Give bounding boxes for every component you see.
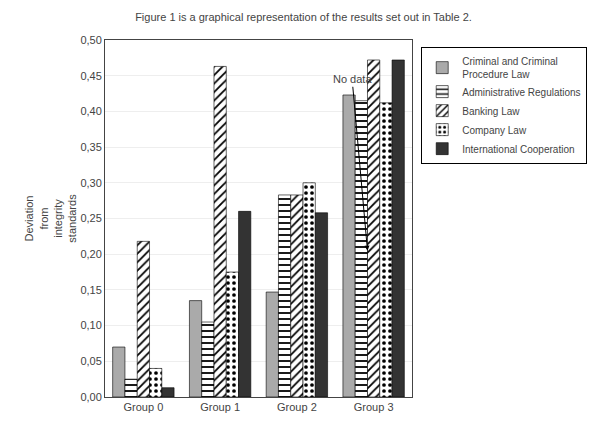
svg-text:0,25: 0,25 [80, 212, 101, 224]
svg-text:Group 1: Group 1 [200, 401, 240, 413]
svg-text:0,30: 0,30 [80, 177, 101, 189]
svg-text:Group 3: Group 3 [354, 401, 394, 413]
svg-text:No data: No data [333, 73, 372, 85]
svg-text:0,05: 0,05 [80, 355, 101, 367]
svg-text:Criminal and CriminalProcedure: Criminal and CriminalProcedure Law [462, 56, 558, 80]
svg-text:0,00: 0,00 [80, 391, 101, 403]
svg-text:Group 0: Group 0 [124, 401, 164, 413]
svg-text:0,40: 0,40 [80, 105, 101, 117]
svg-text:Banking Law: Banking Law [462, 106, 520, 117]
svg-text:Company Law: Company Law [462, 125, 527, 136]
svg-text:International Cooperation: International Cooperation [462, 144, 574, 155]
svg-text:Deviationfromintegritystandard: Deviationfromintegritystandards [23, 194, 78, 243]
svg-text:0,20: 0,20 [80, 248, 101, 260]
svg-text:Administrative Regulations: Administrative Regulations [462, 87, 580, 98]
svg-text:0,10: 0,10 [80, 319, 101, 331]
svg-text:Group 2: Group 2 [277, 401, 317, 413]
svg-text:0,45: 0,45 [80, 70, 101, 82]
svg-text:0,35: 0,35 [80, 141, 101, 153]
svg-text:Figure 1 is a graphical repres: Figure 1 is a graphical representation o… [135, 11, 472, 23]
svg-text:0,50: 0,50 [80, 34, 101, 46]
svg-text:0,15: 0,15 [80, 284, 101, 296]
